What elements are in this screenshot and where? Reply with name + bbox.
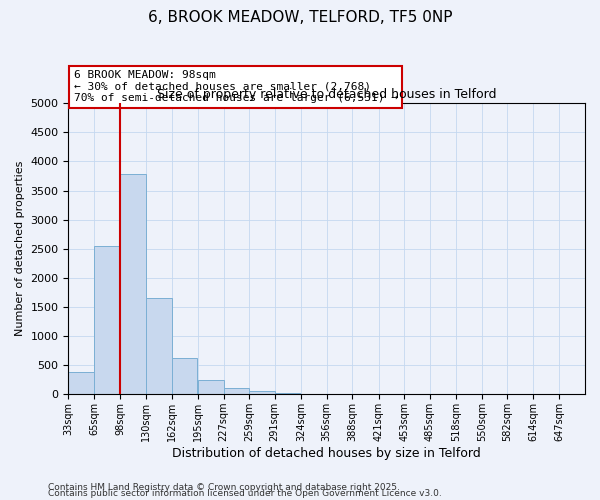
Bar: [68, 372, 94, 394]
Bar: [146, 298, 172, 394]
Bar: [224, 388, 249, 394]
Bar: [94, 246, 119, 394]
Text: 6 BROOK MEADOW: 98sqm
← 30% of detached houses are smaller (2,768)
70% of semi-d: 6 BROOK MEADOW: 98sqm ← 30% of detached …: [74, 70, 398, 103]
Text: Contains public sector information licensed under the Open Government Licence v3: Contains public sector information licen…: [48, 490, 442, 498]
Title: Size of property relative to detached houses in Telford: Size of property relative to detached ho…: [157, 88, 496, 101]
Text: 6, BROOK MEADOW, TELFORD, TF5 0NP: 6, BROOK MEADOW, TELFORD, TF5 0NP: [148, 10, 452, 25]
X-axis label: Distribution of detached houses by size in Telford: Distribution of detached houses by size …: [172, 447, 481, 460]
Bar: [121, 174, 146, 394]
Text: Contains HM Land Registry data © Crown copyright and database right 2025.: Contains HM Land Registry data © Crown c…: [48, 484, 400, 492]
Bar: [172, 358, 197, 395]
Bar: [198, 380, 224, 394]
Y-axis label: Number of detached properties: Number of detached properties: [15, 161, 25, 336]
Bar: [249, 392, 275, 394]
